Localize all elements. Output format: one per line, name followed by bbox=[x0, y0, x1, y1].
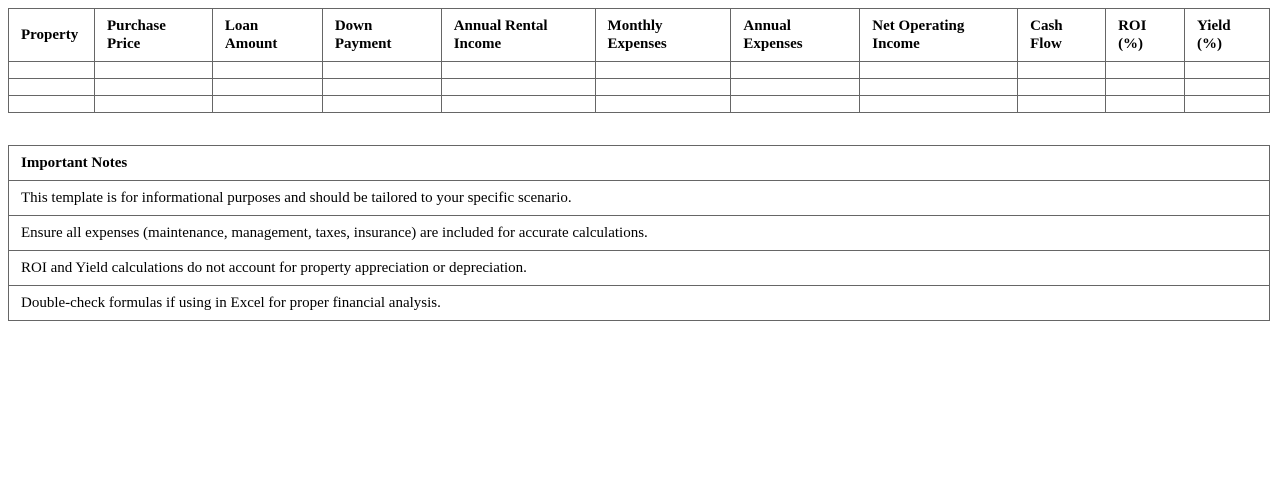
table-cell[interactable] bbox=[1105, 78, 1185, 96]
column-header: Cash Flow bbox=[1017, 8, 1107, 62]
column-header: Loan Amount bbox=[211, 8, 323, 62]
table-cell[interactable] bbox=[1105, 95, 1185, 113]
table-cell[interactable] bbox=[594, 78, 732, 96]
table-cell[interactable] bbox=[440, 95, 596, 113]
table-cell[interactable] bbox=[440, 61, 596, 79]
table-cell[interactable] bbox=[8, 95, 95, 113]
column-header: Monthly Expenses bbox=[594, 8, 732, 62]
table-cell[interactable] bbox=[859, 95, 1019, 113]
table-cell[interactable] bbox=[211, 78, 323, 96]
column-header: ROI (%) bbox=[1105, 8, 1185, 62]
investment-table: Property Purchase Price Loan Amount Down Pa… bbox=[8, 8, 1270, 113]
note-item: Double-check formulas if using in Excel … bbox=[8, 285, 1270, 321]
notes-title: Important Notes bbox=[8, 145, 1270, 181]
column-header: Annual Rental Income bbox=[440, 8, 596, 62]
column-header: Net Operating Income bbox=[859, 8, 1019, 62]
table-cell[interactable] bbox=[730, 78, 861, 96]
table-row bbox=[8, 95, 1270, 113]
header-row: Property Purchase Price Loan Amount Down Pa… bbox=[8, 8, 1270, 62]
table-cell[interactable] bbox=[1017, 78, 1107, 96]
table-cell[interactable] bbox=[1017, 95, 1107, 113]
table-cell[interactable] bbox=[1184, 78, 1270, 96]
table-cell[interactable] bbox=[1017, 61, 1107, 79]
table-cell[interactable] bbox=[859, 78, 1019, 96]
table-cell[interactable] bbox=[1184, 95, 1270, 113]
table-cell[interactable] bbox=[730, 61, 861, 79]
notes-table: Important Notes This template is for inf… bbox=[8, 145, 1270, 321]
table-cell[interactable] bbox=[93, 61, 213, 79]
column-header: Down Payment bbox=[321, 8, 442, 62]
table-row bbox=[8, 78, 1270, 96]
column-header: Annual Expenses bbox=[730, 8, 861, 62]
table-cell[interactable] bbox=[321, 95, 442, 113]
table-cell[interactable] bbox=[594, 95, 732, 113]
table-cell[interactable] bbox=[1184, 61, 1270, 79]
table-cell[interactable] bbox=[211, 61, 323, 79]
note-item: Ensure all expenses (maintenance, manage… bbox=[8, 215, 1270, 251]
table-cell[interactable] bbox=[8, 78, 95, 96]
table-cell[interactable] bbox=[730, 95, 861, 113]
table-cell[interactable] bbox=[859, 61, 1019, 79]
column-header: Property bbox=[8, 8, 95, 62]
table-row bbox=[8, 61, 1270, 79]
column-header: Yield (%) bbox=[1184, 8, 1270, 62]
table-cell[interactable] bbox=[321, 61, 442, 79]
table-cell[interactable] bbox=[321, 78, 442, 96]
column-header: Purchase Price bbox=[93, 8, 213, 62]
table-cell[interactable] bbox=[8, 61, 95, 79]
table-cell[interactable] bbox=[594, 61, 732, 79]
note-item: ROI and Yield calculations do not accoun… bbox=[8, 250, 1270, 286]
table-cell[interactable] bbox=[93, 95, 213, 113]
table-cell[interactable] bbox=[1105, 61, 1185, 79]
table-cell[interactable] bbox=[211, 95, 323, 113]
table-cell[interactable] bbox=[440, 78, 596, 96]
table-cell[interactable] bbox=[93, 78, 213, 96]
note-item: This template is for informational purpo… bbox=[8, 180, 1270, 216]
